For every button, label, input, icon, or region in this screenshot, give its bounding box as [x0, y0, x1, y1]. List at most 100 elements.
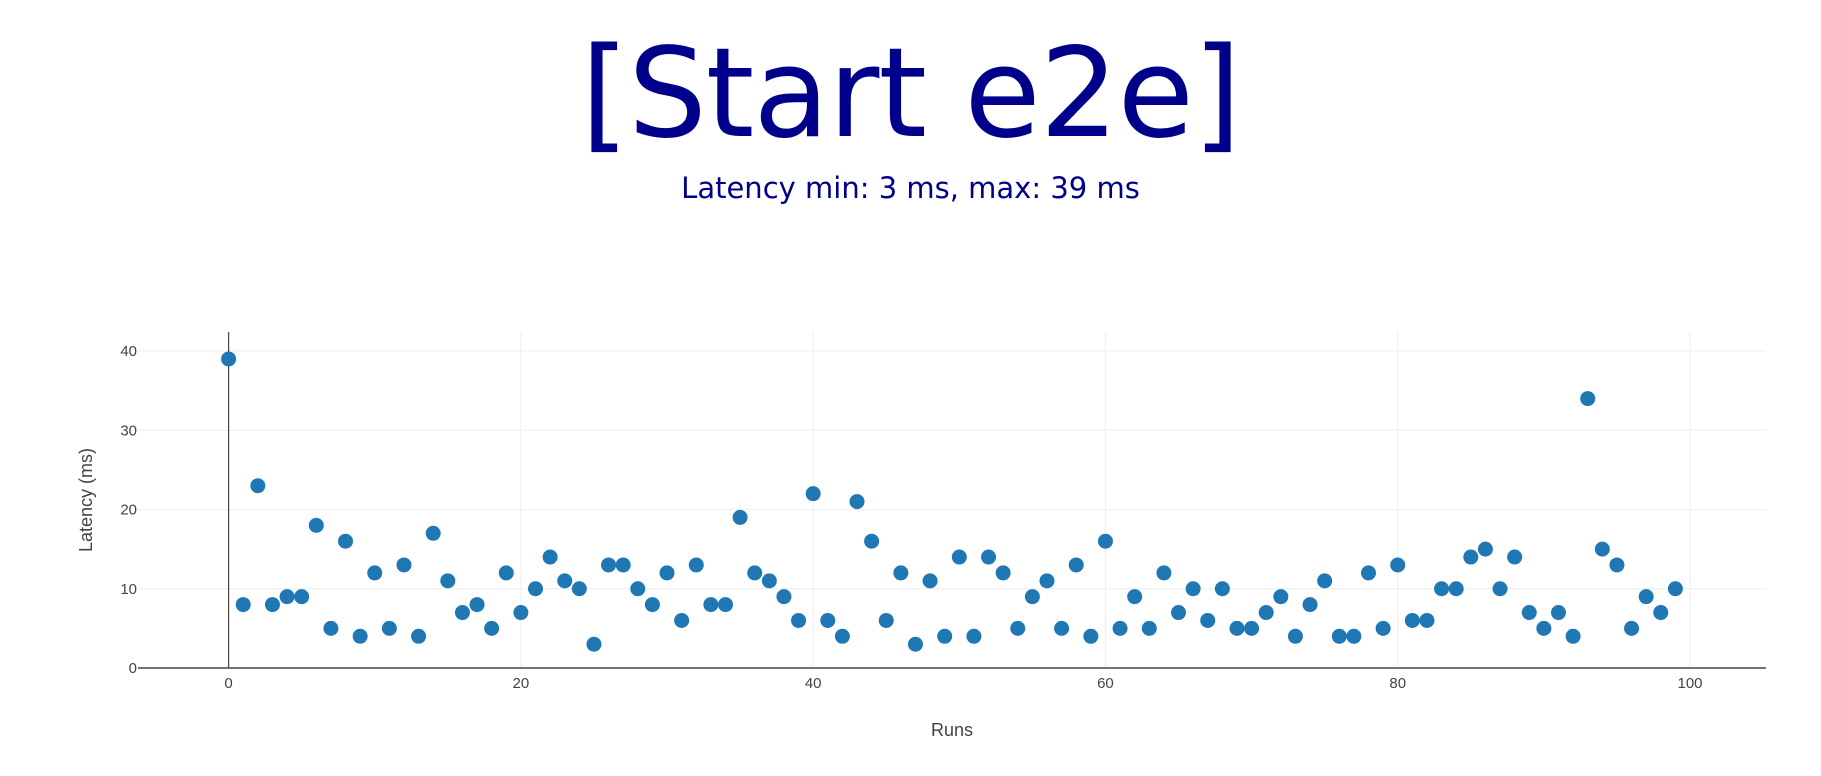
data-point[interactable]: (45, 6) [878, 612, 894, 628]
data-point[interactable]: (90, 5) [1536, 620, 1552, 636]
data-point[interactable]: (74, 8) [1302, 597, 1318, 613]
data-point[interactable]: (91, 7) [1550, 605, 1566, 621]
data-point[interactable]: (75, 11) [1317, 573, 1333, 589]
data-point[interactable]: (93, 34) [1580, 391, 1596, 407]
data-point[interactable]: (55, 9) [1024, 589, 1040, 605]
data-point[interactable]: (14, 17) [425, 525, 441, 541]
data-point[interactable]: (32, 13) [688, 557, 704, 573]
data-point[interactable]: (67, 6) [1200, 612, 1216, 628]
data-point[interactable]: (92, 4) [1565, 628, 1581, 644]
data-point[interactable]: (62, 9) [1127, 589, 1143, 605]
data-point[interactable]: (76, 4) [1331, 628, 1347, 644]
data-point[interactable]: (97, 9) [1638, 589, 1654, 605]
data-point[interactable]: (18, 5) [484, 620, 500, 636]
data-point[interactable]: (27, 13) [615, 557, 631, 573]
data-point[interactable]: (2, 23) [250, 478, 266, 494]
data-point[interactable]: (33, 8) [703, 597, 719, 613]
data-point[interactable]: (89, 7) [1521, 605, 1537, 621]
data-point[interactable]: (12, 13) [396, 557, 412, 573]
data-point[interactable]: (79, 5) [1375, 620, 1391, 636]
data-point[interactable]: (41, 6) [820, 612, 836, 628]
data-point[interactable]: (17, 8) [469, 597, 485, 613]
data-point[interactable]: (83, 10) [1434, 581, 1450, 597]
data-point[interactable]: (53, 12) [995, 565, 1011, 581]
data-point[interactable]: (23, 11) [557, 573, 573, 589]
data-point[interactable]: (49, 4) [937, 628, 953, 644]
data-point[interactable]: (0, 39) [221, 351, 237, 367]
data-point[interactable]: (94, 15) [1594, 541, 1610, 557]
data-point[interactable]: (10, 12) [367, 565, 383, 581]
data-point[interactable]: (58, 13) [1068, 557, 1084, 573]
data-point[interactable]: (37, 11) [761, 573, 777, 589]
data-point[interactable]: (98, 7) [1653, 605, 1669, 621]
data-point[interactable]: (40, 22) [805, 486, 821, 502]
data-point[interactable]: (42, 4) [834, 628, 850, 644]
data-point[interactable]: (50, 14) [951, 549, 967, 565]
data-point[interactable]: (61, 5) [1112, 620, 1128, 636]
data-point[interactable]: (68, 10) [1214, 581, 1230, 597]
data-point[interactable]: (60, 16) [1097, 533, 1113, 549]
data-point[interactable]: (72, 9) [1273, 589, 1289, 605]
data-point[interactable]: (11, 5) [381, 620, 397, 636]
data-point[interactable]: (47, 3) [907, 636, 923, 652]
data-point[interactable]: (56, 11) [1039, 573, 1055, 589]
data-point[interactable]: (59, 4) [1083, 628, 1099, 644]
data-point[interactable]: (70, 5) [1244, 620, 1260, 636]
data-point[interactable]: (82, 6) [1419, 612, 1435, 628]
data-point[interactable]: (54, 5) [1010, 620, 1026, 636]
data-point[interactable]: (25, 3) [586, 636, 602, 652]
data-point[interactable]: (87, 10) [1492, 581, 1508, 597]
data-point[interactable]: (69, 5) [1229, 620, 1245, 636]
data-point[interactable]: (26, 13) [601, 557, 617, 573]
data-point[interactable]: (71, 7) [1258, 605, 1274, 621]
data-point[interactable]: (44, 16) [864, 533, 880, 549]
data-point[interactable]: (52, 14) [981, 549, 997, 565]
data-point[interactable]: (28, 10) [630, 581, 646, 597]
data-point[interactable]: (15, 11) [440, 573, 456, 589]
data-point[interactable]: (64, 12) [1156, 565, 1172, 581]
data-point[interactable]: (51, 4) [966, 628, 982, 644]
data-point[interactable]: (48, 11) [922, 573, 938, 589]
data-point[interactable]: (6, 18) [308, 517, 324, 533]
data-point[interactable]: (3, 8) [264, 597, 280, 613]
data-point[interactable]: (84, 10) [1448, 581, 1464, 597]
data-point[interactable]: (63, 5) [1141, 620, 1157, 636]
data-point[interactable]: (19, 12) [498, 565, 514, 581]
data-point[interactable]: (57, 5) [1054, 620, 1070, 636]
data-point[interactable]: (29, 8) [644, 597, 660, 613]
data-point[interactable]: (9, 4) [352, 628, 368, 644]
data-point[interactable]: (80, 13) [1390, 557, 1406, 573]
data-point[interactable]: (99, 10) [1667, 581, 1683, 597]
data-point[interactable]: (16, 7) [454, 605, 470, 621]
data-point[interactable]: (39, 6) [791, 612, 807, 628]
data-point[interactable]: (77, 4) [1346, 628, 1362, 644]
data-point[interactable]: (21, 10) [528, 581, 544, 597]
data-point[interactable]: (24, 10) [571, 581, 587, 597]
data-point[interactable]: (20, 7) [513, 605, 529, 621]
data-point[interactable]: (13, 4) [411, 628, 427, 644]
data-point[interactable]: (86, 15) [1477, 541, 1493, 557]
data-point[interactable]: (5, 9) [294, 589, 310, 605]
data-point[interactable]: (88, 14) [1507, 549, 1523, 565]
data-point[interactable]: (95, 13) [1609, 557, 1625, 573]
data-point[interactable]: (65, 7) [1171, 605, 1187, 621]
data-point[interactable]: (46, 12) [893, 565, 909, 581]
data-point[interactable]: (31, 6) [674, 612, 690, 628]
data-point[interactable]: (36, 12) [747, 565, 763, 581]
data-point[interactable]: (85, 14) [1463, 549, 1479, 565]
data-point[interactable]: (96, 5) [1624, 620, 1640, 636]
data-point[interactable]: (73, 4) [1287, 628, 1303, 644]
data-point[interactable]: (66, 10) [1185, 581, 1201, 597]
data-point[interactable]: (8, 16) [338, 533, 354, 549]
data-point[interactable]: (43, 21) [849, 494, 865, 510]
data-point[interactable]: (22, 14) [542, 549, 558, 565]
data-point[interactable]: (34, 8) [717, 597, 733, 613]
data-point[interactable]: (7, 5) [323, 620, 339, 636]
data-point[interactable]: (4, 9) [279, 589, 295, 605]
data-point[interactable]: (78, 12) [1360, 565, 1376, 581]
data-point[interactable]: (35, 19) [732, 509, 748, 525]
data-point[interactable]: (38, 9) [776, 589, 792, 605]
data-point[interactable]: (81, 6) [1404, 612, 1420, 628]
data-point[interactable]: (30, 12) [659, 565, 675, 581]
data-point[interactable]: (1, 8) [235, 597, 251, 613]
